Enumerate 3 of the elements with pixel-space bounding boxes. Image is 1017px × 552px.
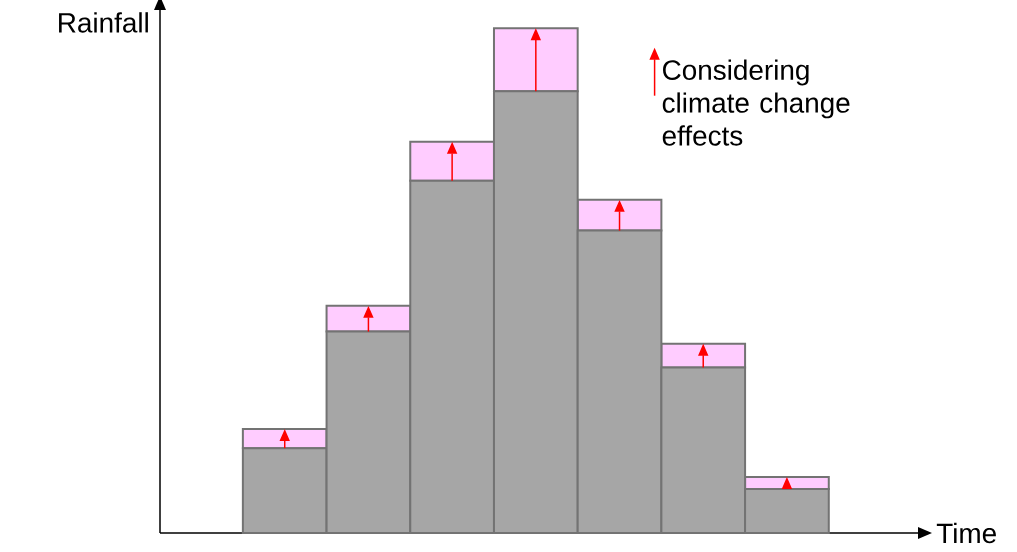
series-label: Considering climate change effects — [662, 59, 850, 146]
y-axis-title: Rainfall — [59, 12, 148, 33]
x-axis-title: Time — [936, 522, 996, 544]
